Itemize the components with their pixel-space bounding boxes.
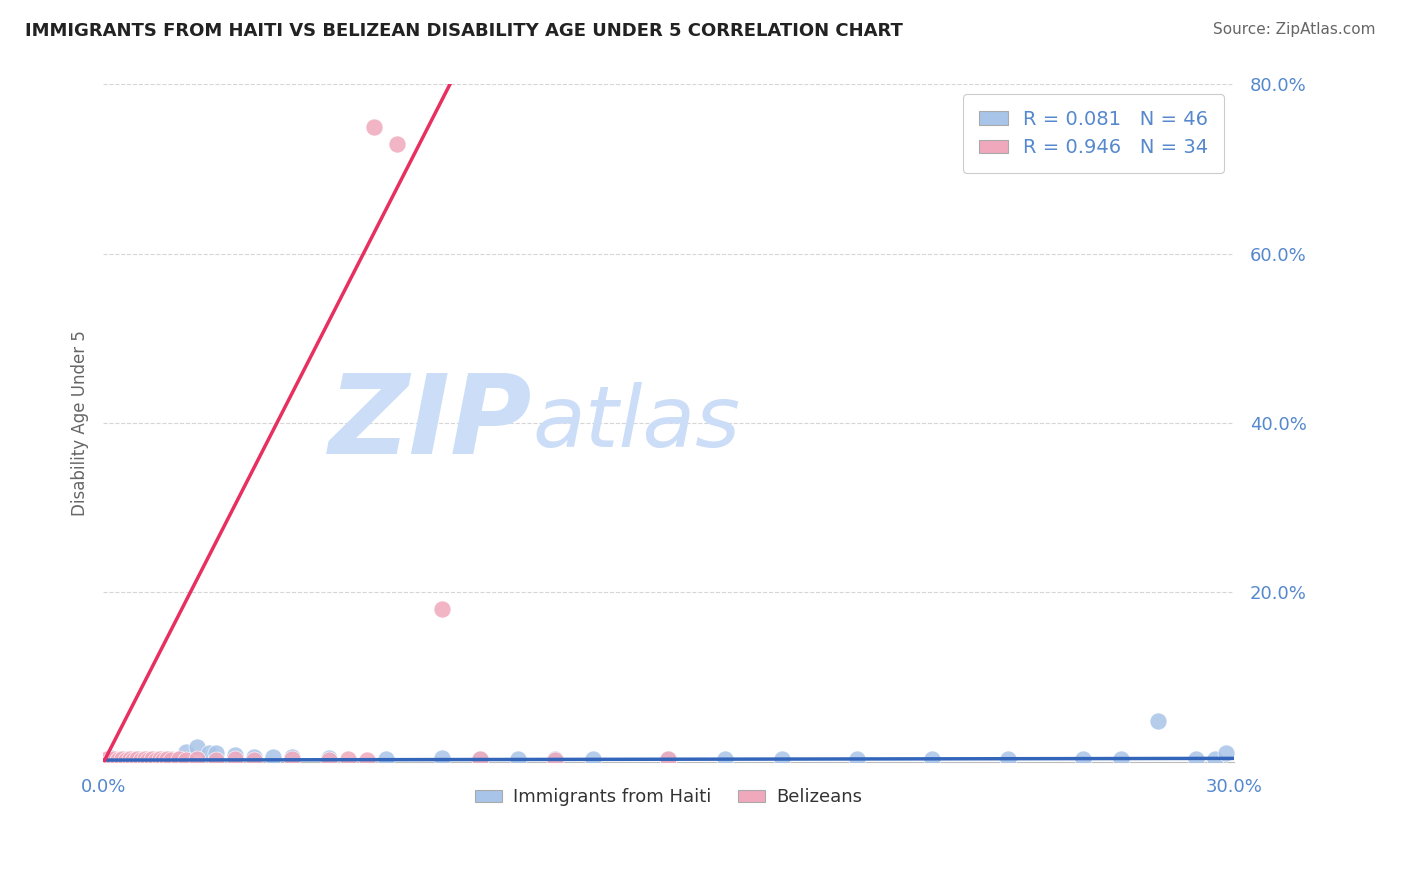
Point (163, 753, 186, 767)
Point (262, 749, 284, 764)
Point (1204, 752, 1226, 766)
Point (337, 752, 360, 766)
Point (160, 752, 183, 766)
Point (125, 753, 148, 767)
Point (205, 747, 228, 761)
Point (138, 753, 160, 767)
Point (125, 752, 148, 766)
Point (149, 753, 172, 767)
Point (224, 747, 246, 762)
Point (468, 752, 491, 766)
Point (129, 752, 152, 766)
Point (770, 752, 793, 766)
Point (141, 754, 163, 768)
Point (224, 752, 246, 766)
Point (544, 752, 567, 766)
Point (356, 753, 378, 767)
Point (186, 752, 208, 766)
Point (1215, 747, 1237, 761)
Point (921, 752, 943, 766)
Point (111, 753, 134, 767)
Point (657, 752, 679, 766)
Point (103, 753, 125, 767)
Text: atlas: atlas (533, 382, 741, 465)
Point (96, 752, 118, 766)
Point (186, 739, 208, 754)
Point (100, 751, 122, 765)
Point (280, 749, 302, 764)
Point (111, 752, 134, 766)
Point (243, 753, 266, 767)
Point (129, 753, 152, 767)
Point (122, 753, 145, 767)
Point (363, 120, 385, 134)
Point (1185, 752, 1208, 766)
Point (118, 752, 141, 766)
Point (280, 752, 302, 766)
Point (1147, 714, 1170, 728)
Point (506, 752, 529, 766)
Point (156, 754, 179, 768)
Point (149, 752, 172, 766)
Y-axis label: Disability Age Under 5: Disability Age Under 5 (72, 330, 89, 516)
Point (243, 749, 266, 764)
Point (174, 745, 197, 759)
Point (385, 136, 408, 151)
Point (103, 752, 125, 766)
Point (118, 754, 141, 768)
Point (152, 753, 174, 767)
Point (468, 752, 491, 766)
Legend: Immigrants from Haiti, Belizeans: Immigrants from Haiti, Belizeans (468, 781, 869, 814)
Point (845, 752, 868, 766)
Text: ZIP: ZIP (329, 369, 533, 476)
Point (134, 752, 156, 766)
Point (582, 752, 605, 766)
Point (114, 753, 136, 767)
Point (141, 752, 163, 766)
Point (657, 752, 679, 766)
Point (374, 752, 396, 766)
Point (1109, 752, 1132, 766)
Point (107, 753, 129, 767)
Point (152, 752, 174, 766)
Point (432, 602, 454, 616)
Text: Source: ZipAtlas.com: Source: ZipAtlas.com (1212, 22, 1375, 37)
Point (134, 753, 156, 767)
Point (544, 753, 567, 767)
Text: IMMIGRANTS FROM HAITI VS BELIZEAN DISABILITY AGE UNDER 5 CORRELATION CHART: IMMIGRANTS FROM HAITI VS BELIZEAN DISABI… (25, 22, 903, 40)
Point (997, 752, 1019, 766)
Point (205, 753, 228, 767)
Point (432, 751, 454, 765)
Point (160, 753, 183, 767)
Point (138, 752, 160, 766)
Point (156, 752, 179, 766)
Point (714, 752, 737, 766)
Point (145, 752, 167, 766)
Point (167, 752, 190, 766)
Point (145, 753, 167, 767)
Point (122, 752, 145, 766)
Point (318, 751, 340, 765)
Point (100, 753, 122, 767)
Point (114, 752, 136, 766)
Point (1071, 752, 1094, 766)
Point (318, 753, 340, 767)
Point (167, 752, 190, 766)
Point (174, 753, 197, 767)
Point (197, 747, 219, 761)
Point (107, 752, 129, 766)
